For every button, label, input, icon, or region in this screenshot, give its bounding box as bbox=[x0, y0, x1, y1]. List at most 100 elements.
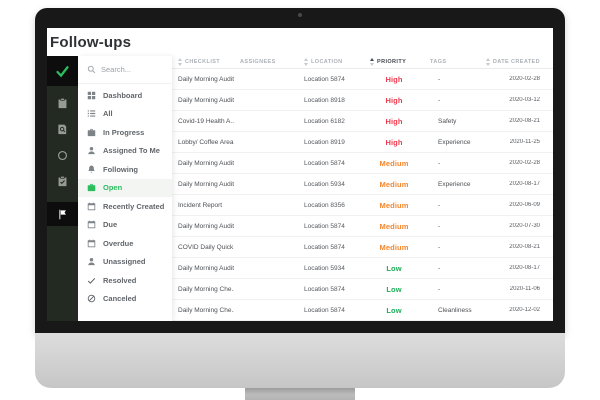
calendar-icon bbox=[87, 239, 96, 248]
icon-rail bbox=[47, 56, 78, 321]
sidebar-menu: Dashboard All In Progress Assigned To Me Fol… bbox=[78, 86, 172, 308]
cell-checklist: Daily Morning Audit bbox=[178, 159, 234, 167]
sidebar-item-label: Unassigned bbox=[103, 257, 146, 267]
column-header-assignees: ASSIGNEES bbox=[234, 59, 298, 65]
sidebar-item-recently-created[interactable]: Recently Created bbox=[78, 197, 172, 216]
clipboard-icon[interactable] bbox=[47, 90, 78, 116]
sidebar-item-in-progress[interactable]: In Progress bbox=[78, 123, 172, 142]
person-icon bbox=[87, 257, 96, 266]
table-row[interactable]: Daily Morning Audit Location 5934 Low - 2020… bbox=[172, 258, 553, 279]
cell-priority: High bbox=[385, 116, 403, 126]
sidebar-item-resolved[interactable]: Resolved bbox=[78, 271, 172, 290]
briefcase-icon bbox=[87, 128, 96, 137]
app-header: Follow-ups bbox=[47, 28, 553, 56]
cell-priority: Low bbox=[386, 263, 402, 273]
sidebar-item-label: Assigned To Me bbox=[103, 146, 160, 156]
cell-location: Location 5934 bbox=[304, 264, 345, 272]
sidebar-item-open[interactable]: Open bbox=[78, 178, 172, 197]
monitor-chin bbox=[35, 333, 565, 388]
sidebar-item-assigned-to-me[interactable]: Assigned To Me bbox=[78, 142, 172, 161]
cell-date-created: 2020-06-09 bbox=[509, 202, 540, 208]
cell-date-created: 2020-02-28 bbox=[509, 76, 540, 82]
table-row[interactable]: Daily Morning Audit Location 5934 Medium Ex… bbox=[172, 174, 553, 195]
cell-checklist: Daily Morning Audit bbox=[178, 222, 234, 230]
table-body: Daily Morning Audit Location 5874 High - 202… bbox=[172, 69, 553, 321]
cell-checklist: Daily Morning Audit bbox=[178, 180, 234, 188]
sort-icon bbox=[304, 58, 308, 66]
table-row[interactable]: Daily Morning Audit Location 5874 High - 202… bbox=[172, 69, 553, 90]
sidebar-item-label: Overdue bbox=[103, 238, 134, 248]
cell-priority: Medium bbox=[379, 200, 409, 210]
cell-location: Location 8356 bbox=[304, 201, 345, 209]
cell-tags: - bbox=[438, 243, 441, 251]
cell-date-created: 2020-03-12 bbox=[509, 97, 540, 103]
table-row[interactable]: Daily Morning Audit Location 8918 High - 202… bbox=[172, 90, 553, 111]
sidebar-item-overdue[interactable]: Overdue bbox=[78, 234, 172, 253]
cell-location: Location 5874 bbox=[304, 75, 345, 83]
table-row[interactable]: Daily Morning Che... Location 5874 Low Clea… bbox=[172, 300, 553, 321]
cell-checklist: Covid-19 Health A... bbox=[178, 117, 234, 125]
briefcase-icon bbox=[87, 183, 96, 192]
sidebar-item-all[interactable]: All bbox=[78, 105, 172, 124]
cancel-icon bbox=[87, 294, 96, 303]
cell-tags: Experience bbox=[438, 180, 471, 188]
cell-tags: - bbox=[438, 285, 441, 293]
sidebar-item-label: Dashboard bbox=[103, 90, 143, 100]
calendar-icon bbox=[87, 220, 96, 229]
sidebar-item-label: Open bbox=[103, 183, 123, 193]
column-label: TAGS bbox=[430, 59, 447, 65]
cell-tags: Cleanliness bbox=[438, 306, 472, 314]
sidebar-item-unassigned[interactable]: Unassigned bbox=[78, 253, 172, 272]
cell-location: Location 8919 bbox=[304, 138, 345, 146]
check-logo-icon[interactable] bbox=[47, 56, 78, 86]
column-label: CHECKLIST bbox=[185, 59, 221, 65]
column-header-checklist[interactable]: CHECKLIST bbox=[172, 58, 234, 66]
table-row[interactable]: COVID Daily Quick ... Location 5874 Medium… bbox=[172, 237, 553, 258]
cell-location: Location 5874 bbox=[304, 243, 345, 251]
column-header-date-created[interactable]: DATE CREATED bbox=[486, 58, 553, 66]
app-body: Search... Dashboard All In Progress Assigne… bbox=[47, 56, 553, 321]
column-label: LOCATION bbox=[311, 59, 343, 65]
sidebar-item-dashboard[interactable]: Dashboard bbox=[78, 86, 172, 105]
search-icon bbox=[87, 61, 96, 79]
table-row[interactable]: Daily Morning Che... Location 5874 Low - 202… bbox=[172, 279, 553, 300]
cell-location: Location 5934 bbox=[304, 180, 345, 188]
column-header-location[interactable]: LOCATION bbox=[298, 58, 364, 66]
sort-icon bbox=[370, 58, 374, 66]
cell-priority: Medium bbox=[379, 242, 409, 252]
followups-table: CHECKLIST ASSIGNEES LOCATION PRIORITY TAGS DA… bbox=[172, 56, 553, 321]
table-row[interactable]: Incident Report Location 8356 Medium - 2020-… bbox=[172, 195, 553, 216]
sidebar-item-due[interactable]: Due bbox=[78, 216, 172, 235]
cell-tags: - bbox=[438, 222, 441, 230]
cell-checklist: Daily Morning Che... bbox=[178, 285, 234, 293]
cell-checklist: Daily Morning Audit bbox=[178, 75, 234, 83]
sidebar-item-canceled[interactable]: Canceled bbox=[78, 290, 172, 309]
sidebar-item-following[interactable]: Following bbox=[78, 160, 172, 179]
table-row[interactable]: Daily Morning Audit Location 5874 Medium - 2… bbox=[172, 216, 553, 237]
cell-checklist: Lobby/ Coffee Area bbox=[178, 138, 234, 146]
webcam-dot-icon bbox=[298, 13, 302, 17]
cell-date-created: 2020-08-21 bbox=[509, 244, 540, 250]
search-input[interactable]: Search... bbox=[78, 56, 172, 84]
cell-priority: High bbox=[385, 95, 403, 105]
sidebar-item-label: All bbox=[103, 109, 113, 119]
table-row[interactable]: Covid-19 Health A... Location 6182 High Saf… bbox=[172, 111, 553, 132]
page-title: Follow-ups bbox=[50, 33, 132, 51]
screen: Follow-ups Search... Dashboard All In Prog… bbox=[47, 28, 553, 321]
sidebar-item-label: Due bbox=[103, 220, 118, 230]
flag-icon[interactable] bbox=[47, 202, 78, 226]
document-search-icon[interactable] bbox=[47, 116, 78, 142]
table-row[interactable]: Daily Morning Audit Location 5874 Medium - 2… bbox=[172, 153, 553, 174]
cell-location: Location 6182 bbox=[304, 117, 345, 125]
sidebar-item-label: Canceled bbox=[103, 294, 137, 304]
table-row[interactable]: Lobby/ Coffee Area Location 8919 High Exper… bbox=[172, 132, 553, 153]
cell-date-created: 2020-11-06 bbox=[509, 286, 540, 292]
column-label: DATE CREATED bbox=[492, 59, 540, 65]
column-header-priority[interactable]: PRIORITY bbox=[364, 58, 424, 66]
sync-icon[interactable] bbox=[47, 142, 78, 168]
cell-priority: Medium bbox=[379, 158, 409, 168]
sort-icon bbox=[486, 58, 490, 66]
clipboard-check-icon[interactable] bbox=[47, 168, 78, 194]
cell-priority: Medium bbox=[379, 221, 409, 231]
cell-location: Location 5874 bbox=[304, 159, 345, 167]
